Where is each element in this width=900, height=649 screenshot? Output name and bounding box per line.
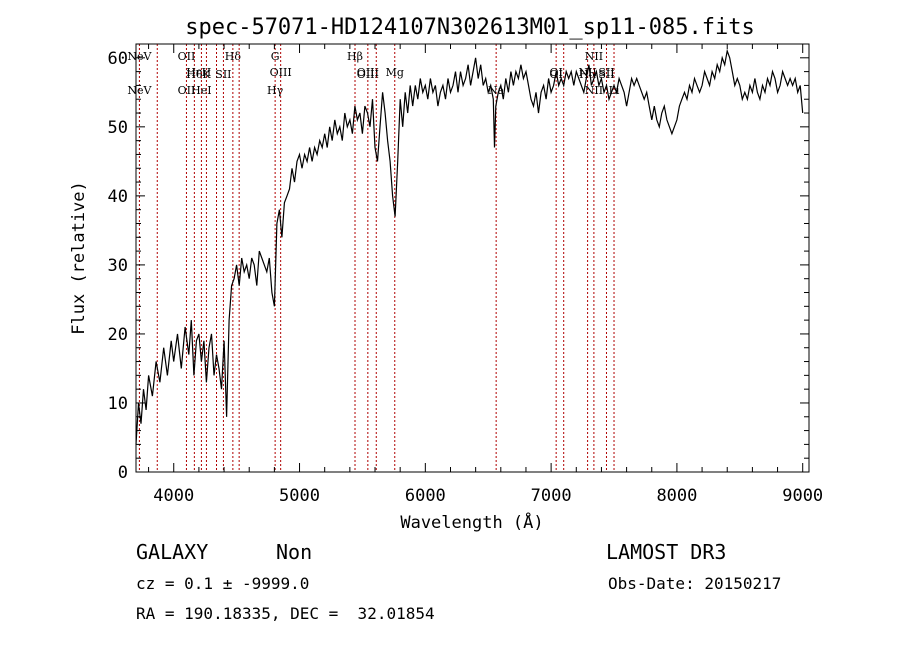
line-label-bottom: SII bbox=[215, 68, 231, 81]
x-tick-label: 6000 bbox=[405, 486, 446, 506]
line-label-top: NeV bbox=[127, 50, 152, 63]
spectrum-line bbox=[135, 48, 804, 445]
coordinates: RA = 190.18335, DEC = 32.01854 bbox=[136, 604, 435, 623]
line-label-top: OII bbox=[178, 50, 196, 63]
line-label-top: OIII bbox=[357, 66, 379, 79]
line-label-top: Mg bbox=[386, 66, 404, 79]
survey-name: LAMOST DR3 bbox=[606, 540, 727, 564]
line-label-top: H bbox=[202, 66, 212, 79]
line-label-bottom: Hθ bbox=[186, 68, 203, 81]
object-subclass: Non bbox=[276, 540, 313, 564]
y-tick-label: 0 bbox=[118, 463, 128, 483]
object-class: GALAXY bbox=[136, 540, 209, 564]
line-label-bottom: HeI bbox=[191, 84, 211, 97]
plot-frame bbox=[135, 43, 810, 473]
line-label-bottom: Hγ bbox=[267, 84, 284, 97]
redshift-line: cz = 0.1 ± -9999.0 bbox=[136, 574, 310, 593]
line-label-top: NII bbox=[585, 50, 603, 63]
line-label-top: OIII bbox=[270, 66, 292, 79]
line-label-bottom: Hα bbox=[579, 68, 597, 81]
line-label-bottom: NII bbox=[585, 84, 603, 97]
line-label-bottom: OIII bbox=[357, 68, 379, 81]
chart-title: spec-57071-HD124107N302613M01_sp11-085.f… bbox=[185, 15, 755, 40]
line-label-bottom: K bbox=[202, 68, 211, 81]
x-tick-label: 8000 bbox=[656, 486, 697, 506]
line-label-bottom: NeV bbox=[127, 84, 152, 97]
line-label-bottom: SII bbox=[598, 68, 614, 81]
y-tick-label: 20 bbox=[108, 325, 128, 345]
y-tick-label: 60 bbox=[108, 49, 128, 69]
x-tick-label: 7000 bbox=[531, 486, 572, 506]
line-label-top: Hβ bbox=[347, 50, 363, 63]
line-label-top: G bbox=[271, 50, 280, 63]
x-tick-label: 4000 bbox=[153, 486, 194, 506]
line-label-bottom: Li bbox=[609, 84, 620, 97]
x-axis: 4000 5000 6000 7000 8000 9000 bbox=[148, 44, 823, 506]
y-tick-label: 40 bbox=[108, 187, 128, 207]
obs-date: Obs-Date: 20150217 bbox=[608, 574, 782, 593]
line-label-top: Hη bbox=[186, 66, 202, 79]
x-tick-label: 5000 bbox=[279, 486, 320, 506]
line-label-top: SII bbox=[598, 66, 614, 79]
x-tick-label: 9000 bbox=[782, 486, 823, 506]
y-axis: 0 10 20 30 40 50 60 bbox=[108, 43, 809, 483]
y-tick-label: 50 bbox=[108, 118, 128, 138]
line-label-bottom: OII bbox=[178, 84, 196, 97]
x-axis-label: Wavelength (Å) bbox=[400, 511, 543, 533]
y-tick-label: 10 bbox=[108, 394, 128, 414]
line-label-top: Hδ bbox=[225, 50, 242, 63]
y-axis-label: Flux (relative) bbox=[69, 181, 89, 335]
y-tick-label: 30 bbox=[108, 256, 128, 276]
